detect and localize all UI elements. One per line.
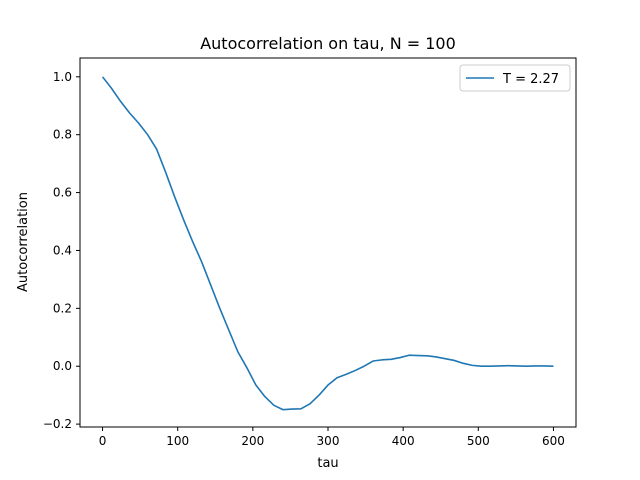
x-tick-label: 0 [99, 434, 107, 448]
x-tick-label: 400 [392, 434, 415, 448]
x-tick-label: 200 [241, 434, 264, 448]
x-axis: 0 100 200 300 400 500 600 [99, 427, 565, 448]
x-tick-label: 100 [166, 434, 189, 448]
y-tick-label: 0.4 [53, 243, 72, 257]
plot-area [79, 57, 577, 428]
legend: T = 2.27 [459, 64, 571, 92]
x-tick-label: 500 [467, 434, 490, 448]
y-axis: −0.2 0.0 0.2 0.4 0.6 0.8 1.0 [43, 70, 80, 431]
legend-box [459, 64, 571, 92]
axes-frame [79, 57, 577, 428]
x-tick-label: 300 [317, 434, 340, 448]
x-tick-label: 600 [542, 434, 565, 448]
series-line [101, 76, 554, 411]
x-axis-label: tau [317, 456, 338, 471]
y-tick-label: 1.0 [53, 70, 72, 84]
legend-label: T = 2.27 [502, 72, 559, 87]
y-tick-label: 0.2 [53, 301, 72, 315]
chart-title: Autocorrelation on tau, N = 100 [200, 34, 456, 53]
y-tick-label: 0.0 [53, 359, 72, 373]
y-tick-label: 0.6 [53, 186, 72, 200]
y-tick-label: 0.8 [53, 128, 72, 142]
y-tick-label: −0.2 [43, 417, 72, 431]
y-axis-label: Autocorrelation [16, 192, 31, 292]
